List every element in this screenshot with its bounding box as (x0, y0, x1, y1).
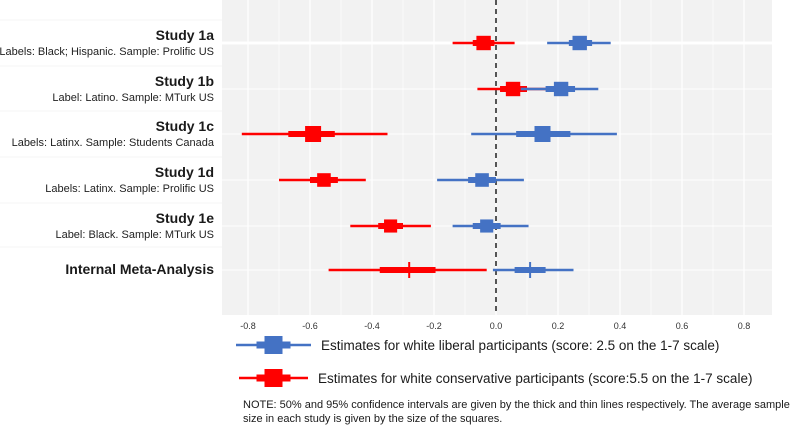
study-title: Internal Meta-Analysis (65, 261, 214, 277)
conservative-estimate-square (384, 219, 398, 233)
conservative-estimate-square (317, 173, 331, 187)
study-subtitle: Label: Black. Sample: MTurk US (55, 229, 214, 241)
estimates (241, 35, 617, 278)
legend-liberal-label: Estimates for white liberal participants… (321, 338, 719, 353)
legend: Estimates for white liberal participants… (236, 336, 752, 387)
study-subtitle: Label: Latino. Sample: MTurk US (52, 92, 214, 104)
footnote: NOTE: 50% and 95% confidence intervals a… (243, 399, 790, 425)
x-tick-label: 0.6 (676, 321, 689, 331)
legend-conservative-label: Estimates for white conservative partici… (318, 371, 752, 386)
study-subtitle: Labels: Latinx. Sample: Students Canada (12, 137, 215, 149)
study-subtitle: Labels: Black; Hispanic. Sample: Prolifi… (0, 46, 214, 58)
label-row-bands (0, 19, 222, 248)
liberal-estimate-square (572, 35, 587, 51)
study-subtitle: Labels: Latinx. Sample: Prolific US (45, 183, 214, 195)
x-tick-label: -0.8 (240, 321, 256, 331)
conservative-estimate-square (476, 35, 491, 51)
study-title: Study 1a (156, 27, 215, 43)
legend-conservative-square (264, 369, 283, 387)
x-tick-label: 0.0 (490, 321, 503, 331)
plot-area (222, 0, 772, 315)
liberal-estimate-square (475, 173, 489, 187)
liberal-estimate-square (534, 126, 551, 142)
study-title: Study 1b (155, 73, 214, 89)
conservative-estimate-square (505, 81, 521, 97)
study-title: Study 1c (156, 118, 215, 134)
legend-liberal-square (264, 336, 283, 354)
study-labels: Study 1a Labels: Black; Hispanic. Sample:… (0, 27, 215, 277)
x-tick-label: -0.2 (426, 321, 442, 331)
x-tick-label: 0.4 (614, 321, 627, 331)
x-tick-label: 0.8 (738, 321, 751, 331)
x-tick-label: -0.4 (364, 321, 380, 331)
study-title: Study 1e (156, 210, 215, 226)
liberal-estimate-square (480, 219, 494, 233)
x-axis-ticks: -0.8 -0.6 -0.4 -0.2 0.0 0.2 0.4 0.6 0.8 (240, 321, 750, 331)
x-tick-label: -0.6 (302, 321, 318, 331)
x-tick-label: 0.2 (552, 321, 565, 331)
conservative-estimate-square (305, 126, 322, 142)
liberal-estimate-square (553, 81, 569, 97)
study-title: Study 1d (155, 164, 214, 180)
forest-plot: Study 1a Labels: Black; Hispanic. Sample:… (0, 0, 772, 387)
